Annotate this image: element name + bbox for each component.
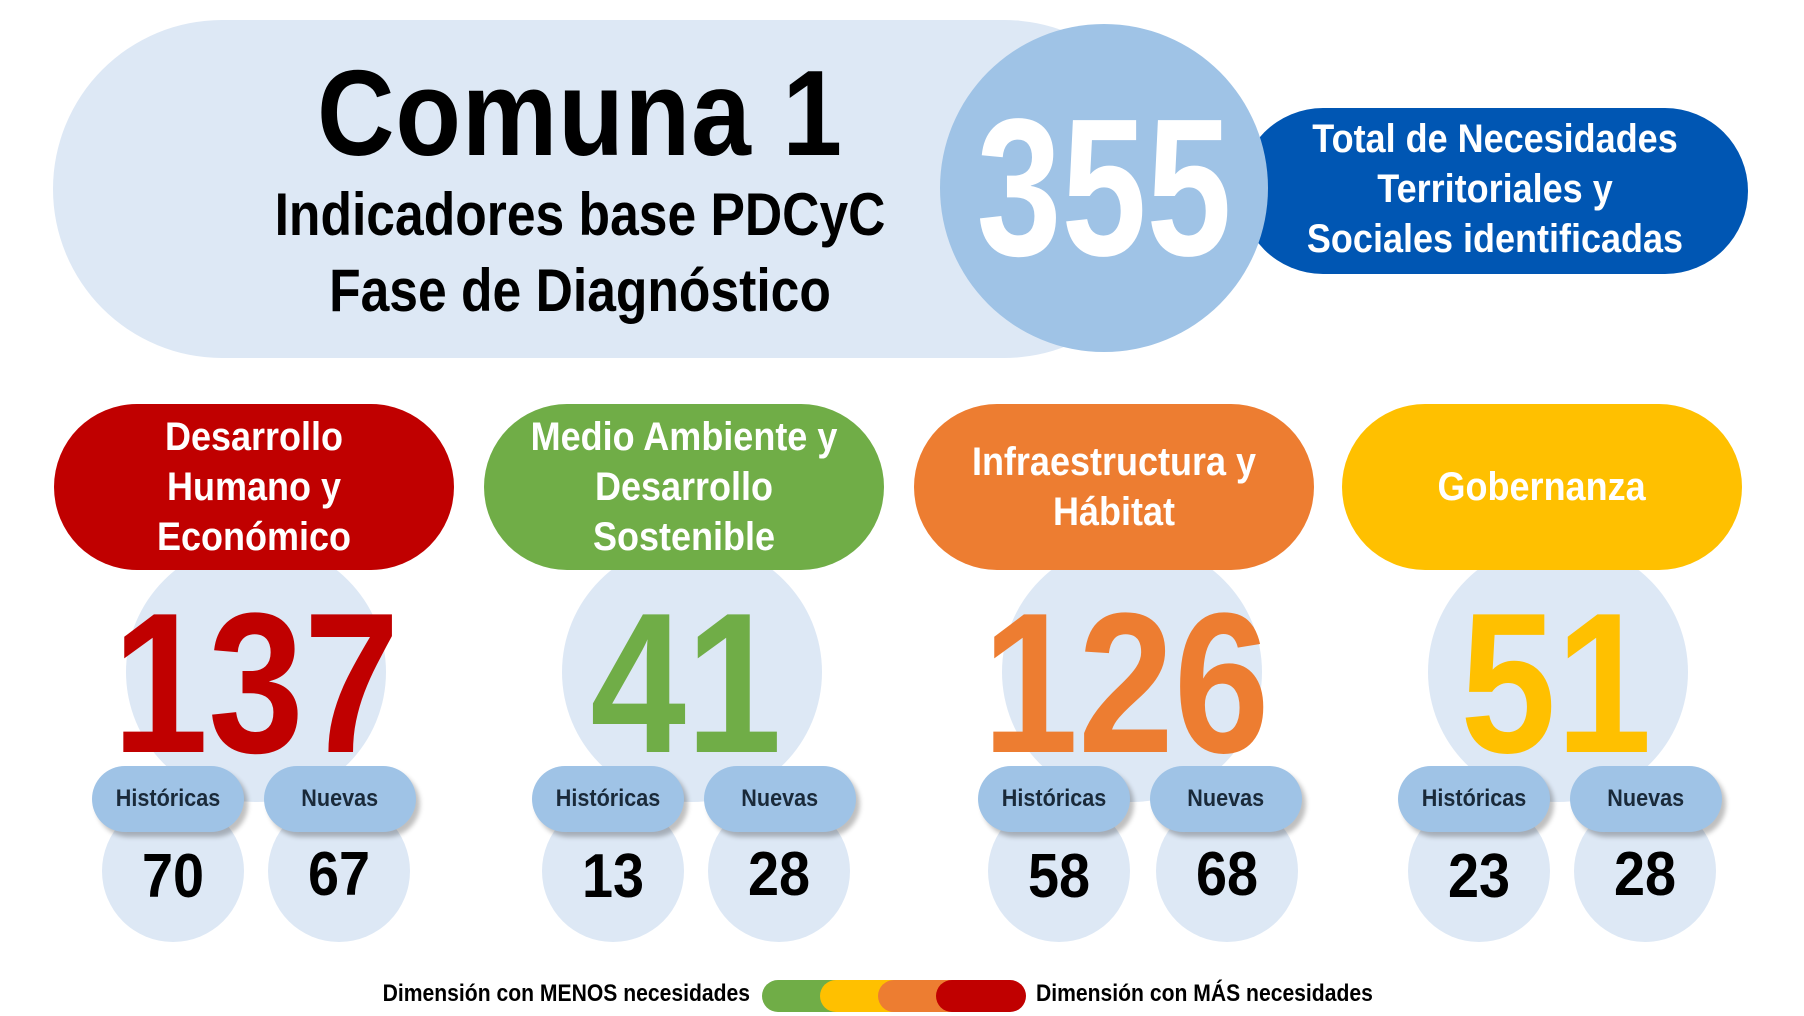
nuevas-label: Nuevas [741,785,819,812]
historicas-badge: Históricas [532,766,684,832]
historicas-label: Históricas [115,785,221,812]
dimension-title: Medio Ambiente y Desarrollo Sostenible [530,415,838,559]
nuevas-label: Nuevas [1187,785,1265,812]
nuevas-label: Nuevas [301,785,379,812]
nuevas-badge: Nuevas [704,766,856,832]
historicas-value: 23 [1447,842,1511,911]
historicas-badge: Históricas [978,766,1130,832]
dimension-total: 126 [982,572,1270,795]
nuevas-value: 28 [1613,840,1677,909]
historicas-value: 13 [581,842,645,911]
historicas-value: 58 [1027,842,1091,911]
legend-less-label: Dimensión con MENOS necesidades [382,980,750,1007]
dimension-title: Gobernanza [1437,465,1647,509]
dimension-title: Desarrollo Humano y Económico [156,415,352,559]
total-label: Total de Necesidades Territoriales y Soc… [1306,117,1684,261]
legend-segment-red [936,980,1026,1012]
historicas-value: 70 [141,842,205,911]
nuevas-value: 68 [1195,840,1259,909]
dimension-total: 41 [590,572,782,795]
dimension-title-badge: Medio Ambiente y Desarrollo Sostenible [484,404,884,570]
dimension-total: 137 [112,572,400,795]
historicas-label: Históricas [1001,785,1107,812]
nuevas-badge: Nuevas [1570,766,1722,832]
total-value: 355 [976,78,1232,297]
historicas-badge: Históricas [1398,766,1550,832]
historicas-label: Históricas [1421,785,1527,812]
nuevas-value: 28 [747,840,811,909]
dimension-title-badge: Infraestructura y Hábitat [914,404,1314,570]
total-label-badge [1240,108,1748,274]
dimension-circle [1002,542,1262,802]
legend-color-scale [762,980,1026,1012]
legend-more-label: Dimensión con MÁS necesidades [1036,980,1373,1007]
dimension-circle [562,542,822,802]
historicas-label: Históricas [555,785,661,812]
nuevas-badge: Nuevas [1150,766,1302,832]
dimension-circle [1428,542,1688,802]
dimension-title: Infraestructura y Hábitat [971,440,1257,534]
dimension-title-badge: Desarrollo Humano y Económico [54,404,454,570]
dimension-total: 51 [1460,572,1652,795]
historicas-badge: Históricas [92,766,244,832]
total-circle [940,24,1268,352]
nuevas-label: Nuevas [1607,785,1685,812]
subtitle-line-2: Fase de Diagnóstico [329,257,831,324]
nuevas-value: 67 [307,840,371,909]
dimension-circle [126,542,386,802]
page-title: Comuna 1 [316,45,844,181]
subtitle-line-1: Indicadores base PDCyC [274,181,886,248]
nuevas-badge: Nuevas [264,766,416,832]
dimension-title-badge: Gobernanza [1342,404,1742,570]
